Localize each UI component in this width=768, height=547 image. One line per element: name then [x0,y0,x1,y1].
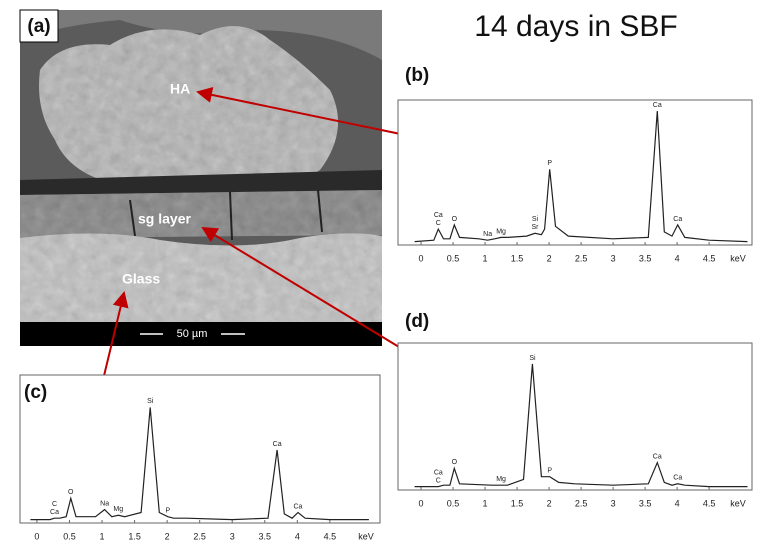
peak-label: C [436,220,441,227]
peak-label: Na [483,231,492,238]
x-tick-label: 2.5 [193,531,206,541]
x-tick-label: 0 [419,253,424,263]
x-tick-label: 4 [675,498,680,508]
panel-label: (d) [405,311,429,332]
peak-label: O [452,216,458,223]
x-tick-label: 1 [483,253,488,263]
micrograph: 50 µm (a) HA sg layer Glass [19,9,382,346]
peak-label: Na [100,500,109,507]
x-tick-label: 1 [483,498,488,508]
spectrum-line [30,407,369,521]
peak-label: Ca [50,509,59,516]
spectrum-line [414,110,748,243]
x-tick-label: 0 [419,498,424,508]
x-tick-label: 0.5 [447,498,460,508]
x-tick-label: 3 [230,531,235,541]
x-tick-label: 4.5 [703,253,716,263]
x-axis-label: keV [730,498,746,508]
panel-label: (b) [405,65,429,86]
x-tick-label: 4 [675,253,680,263]
x-tick-label: 2 [547,498,552,508]
x-tick-label: 3.5 [639,253,652,263]
x-tick-label: 4.5 [703,498,716,508]
x-tick-label: 0 [34,531,39,541]
x-tick-label: 4 [295,531,300,541]
x-tick-label: 0.5 [63,531,76,541]
x-tick-label: 2.5 [575,498,588,508]
x-tick-label: 3.5 [259,531,272,541]
x-tick-label: 1.5 [511,498,524,508]
peak-label: O [452,459,458,466]
peak-label: Si [147,398,154,405]
x-tick-label: 2 [547,253,552,263]
peak-label: Ca [273,441,282,448]
plot-frame [19,374,381,524]
region-label: Glass [122,271,160,287]
x-axis-label: keV [730,253,746,263]
panel-label: (c) [24,382,47,403]
peak-label: Mg [496,228,506,235]
x-tick-label: 4.5 [324,531,337,541]
peak-label: Ca [673,475,682,482]
x-tick-label: 0.5 [447,253,460,263]
peak-label: Ca [653,102,662,109]
x-axis-label: keV [358,531,374,541]
peak-label: Mg [496,476,506,483]
peak-label: Sr [531,224,539,231]
peak-label: Mg [113,506,123,513]
peak-label: Ca [434,212,443,219]
x-tick-label: 1 [100,531,105,541]
panel-label: (a) [27,16,50,37]
peak-label: Ca [293,503,302,510]
plot-frame [397,342,753,491]
x-tick-label: 2.5 [575,253,588,263]
peak-label: C [436,477,441,484]
peak-label: P [165,508,170,515]
peak-label: Si [529,355,536,362]
peak-label: Si [532,216,539,223]
peak-label: P [547,468,552,475]
spectrum-line [414,363,748,488]
peak-label: Ca [434,469,443,476]
scale-bar-label: 50 µm [177,328,208,340]
x-tick-label: 1.5 [511,253,524,263]
region-label: HA [170,81,190,97]
peak-label: Ca [673,216,682,223]
peak-label: P [547,160,552,167]
x-tick-label: 1.5 [128,531,141,541]
plot-frame [397,99,753,246]
x-tick-label: 3.5 [639,498,652,508]
x-tick-label: 3 [611,498,616,508]
x-tick-label: 3 [611,253,616,263]
peak-label: C [52,501,57,508]
peak-label: Ca [653,453,662,460]
peak-label: O [68,489,74,496]
figure-title: 14 days in SBF [474,10,677,43]
region-label: sg layer [138,211,191,227]
x-tick-label: 2 [165,531,170,541]
